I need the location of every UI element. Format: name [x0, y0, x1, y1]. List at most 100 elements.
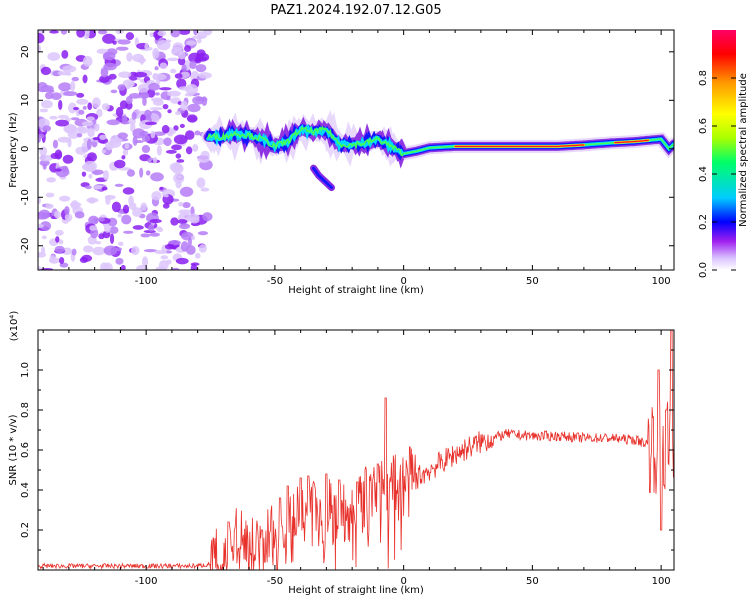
noise-blob — [87, 127, 95, 138]
noise-blob — [187, 103, 201, 113]
noise-blob — [149, 219, 162, 224]
noise-blob — [163, 194, 169, 198]
noise-blob — [140, 202, 147, 211]
noise-blob — [120, 264, 126, 270]
noise-blob — [91, 169, 104, 175]
noise-blob — [126, 169, 135, 177]
noise-blob — [86, 197, 99, 203]
noise-blob — [77, 126, 89, 134]
noise-blob — [55, 119, 70, 127]
noise-blob — [178, 201, 184, 207]
noise-blob — [201, 96, 208, 107]
snr-y-tick-label: 0.2 — [20, 522, 31, 538]
snr-plot-area — [38, 330, 674, 570]
noise-blob — [125, 32, 135, 41]
noise-blob — [171, 267, 180, 270]
noise-blob — [102, 230, 111, 239]
noise-blob — [185, 146, 193, 155]
noise-blob — [178, 30, 191, 35]
noise-blob — [70, 80, 76, 92]
noise-blob — [140, 233, 151, 238]
ridge-hot-red — [614, 139, 649, 144]
noise-blob — [177, 219, 188, 224]
noise-blob — [178, 51, 186, 60]
colorbar: 0.0 0.2 0.4 0.6 0.8 Normalized spectral ampl… — [698, 30, 749, 278]
noise-blob — [105, 195, 111, 206]
noise-blob — [102, 51, 116, 61]
noise-blob — [189, 216, 200, 224]
noise-blob — [156, 145, 162, 156]
snr-y-tick-label: 1.0 — [20, 362, 31, 378]
noise-blob — [40, 267, 54, 270]
noise-blob — [82, 74, 88, 84]
noise-blob — [58, 256, 65, 265]
noise-blob — [39, 146, 48, 157]
noise-blob — [71, 248, 77, 256]
snr-x-tick-label: -100 — [135, 576, 158, 587]
noise-blob — [152, 131, 166, 136]
noise-blob — [181, 233, 189, 238]
noise-blob — [101, 186, 108, 191]
noise-blob — [76, 133, 83, 138]
noise-blob — [162, 104, 169, 110]
noise-blob — [177, 57, 186, 66]
noise-blob — [195, 64, 207, 73]
noise-blob — [167, 90, 181, 97]
noise-blob — [190, 235, 196, 241]
noise-blob — [52, 139, 59, 149]
noise-blob — [62, 65, 77, 73]
noise-blob — [42, 163, 47, 170]
noise-blob — [154, 66, 159, 71]
snr-series-line — [38, 330, 674, 570]
spectrogram-y-label: Frequency (Hz) — [8, 112, 19, 188]
noise-blob — [178, 209, 192, 215]
noise-blob — [179, 186, 194, 197]
noise-blob — [92, 97, 101, 109]
noise-blob — [194, 252, 201, 259]
noise-blob — [152, 72, 159, 80]
noise-blob — [103, 170, 109, 181]
noise-blob — [139, 55, 145, 65]
noise-blob — [144, 109, 152, 118]
noise-blob — [125, 96, 133, 105]
noise-blob — [144, 42, 149, 51]
noise-blob — [132, 225, 144, 230]
noise-blob — [117, 39, 131, 45]
noise-blob — [157, 227, 164, 233]
noise-blob — [186, 40, 197, 46]
noise-blob — [57, 136, 72, 143]
noise-blob — [115, 106, 124, 118]
noise-blob — [117, 213, 122, 218]
noise-blob — [121, 155, 126, 160]
noise-blob — [38, 44, 42, 54]
noise-blob — [58, 82, 72, 92]
noise-blob — [126, 52, 133, 62]
noise-blob — [117, 241, 124, 246]
colorbar-gradient — [712, 30, 736, 270]
noise-blob — [139, 91, 150, 99]
noise-blob — [98, 75, 110, 83]
noise-blob — [59, 195, 71, 202]
noise-blob — [165, 250, 173, 254]
noise-blob — [38, 223, 44, 229]
noise-blob — [133, 71, 148, 78]
noise-blob — [49, 255, 56, 263]
noise-blob — [54, 229, 64, 236]
snr-x-tick-label: 50 — [526, 576, 539, 587]
noise-blob — [121, 114, 128, 125]
noise-blob — [190, 263, 198, 270]
noise-blob — [88, 173, 93, 179]
noise-blob — [148, 82, 160, 91]
noise-blob — [195, 56, 208, 61]
noise-blob — [78, 109, 85, 115]
snr-x-tick-label: -50 — [267, 576, 283, 587]
snr-y-multiplier: (x10⁴) — [9, 311, 20, 342]
noise-blob — [101, 149, 107, 154]
spectrogram-x-label: Height of straight line (km) — [288, 285, 424, 296]
noise-blob — [151, 191, 162, 201]
noise-blob — [124, 142, 130, 150]
noise-blob — [122, 148, 129, 156]
noise-blob — [82, 105, 87, 110]
noise-blob — [197, 231, 209, 236]
